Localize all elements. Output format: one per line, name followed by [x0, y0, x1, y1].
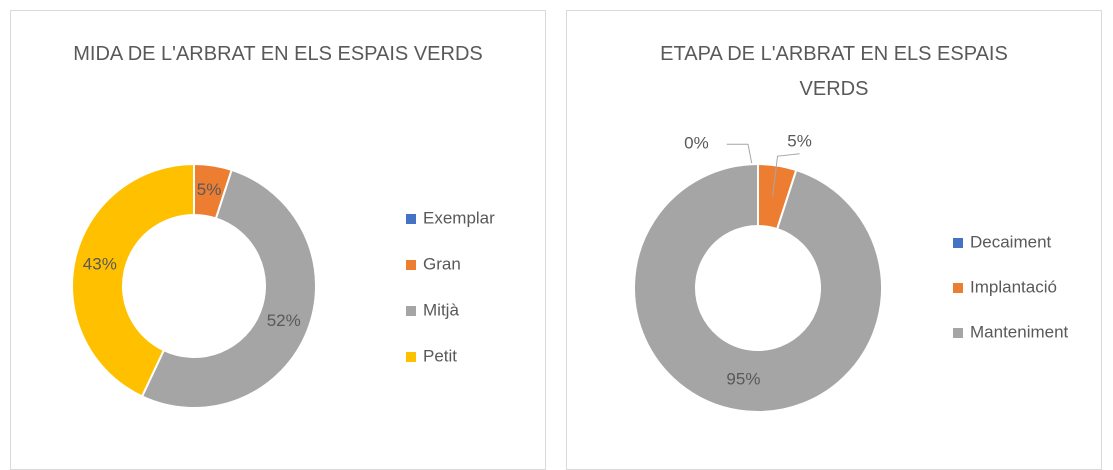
legend-swatch [406, 306, 416, 316]
legend-swatch [953, 283, 963, 293]
legend-swatch [953, 238, 963, 248]
chart-panel: MIDA DE L'ARBRAT EN ELS ESPAIS VERDS 0%5… [10, 10, 546, 470]
legend-label: Exemplar [423, 208, 495, 227]
legend-label: Implantació [970, 277, 1057, 296]
legend-label: Manteniment [970, 322, 1069, 341]
legend-swatch [406, 352, 416, 362]
data-label: 95% [726, 369, 760, 388]
legend-swatch [406, 214, 416, 224]
donut-segment [633, 162, 883, 413]
donut-segment [71, 162, 195, 398]
data-label: 43% [83, 254, 117, 273]
data-label: 52% [267, 311, 301, 330]
chart-panel: ETAPA DE L'ARBRAT EN ELS ESPAIS VERDS 0%… [566, 10, 1102, 470]
data-label: 5% [787, 131, 812, 150]
donut-segment [140, 168, 317, 409]
leader-line [772, 153, 800, 197]
legend-label: Petit [423, 346, 457, 365]
chart: 0% 5% 95% Decaiment Implantació Manteniment [633, 131, 1069, 413]
legend-swatch [406, 260, 416, 270]
legend-swatch [953, 328, 963, 338]
legend-label: Gran [423, 254, 461, 273]
legend-label: Decaiment [970, 232, 1052, 251]
chart-title: ETAPA DE L'ARBRAT EN ELS ESPAIS VERDS [660, 43, 1008, 100]
legend-label: Mitjà [423, 300, 459, 319]
data-label: 5% [197, 180, 222, 199]
chart-title: MIDA DE L'ARBRAT EN ELS ESPAIS VERDS [73, 43, 483, 65]
data-label: 0% [684, 134, 709, 153]
